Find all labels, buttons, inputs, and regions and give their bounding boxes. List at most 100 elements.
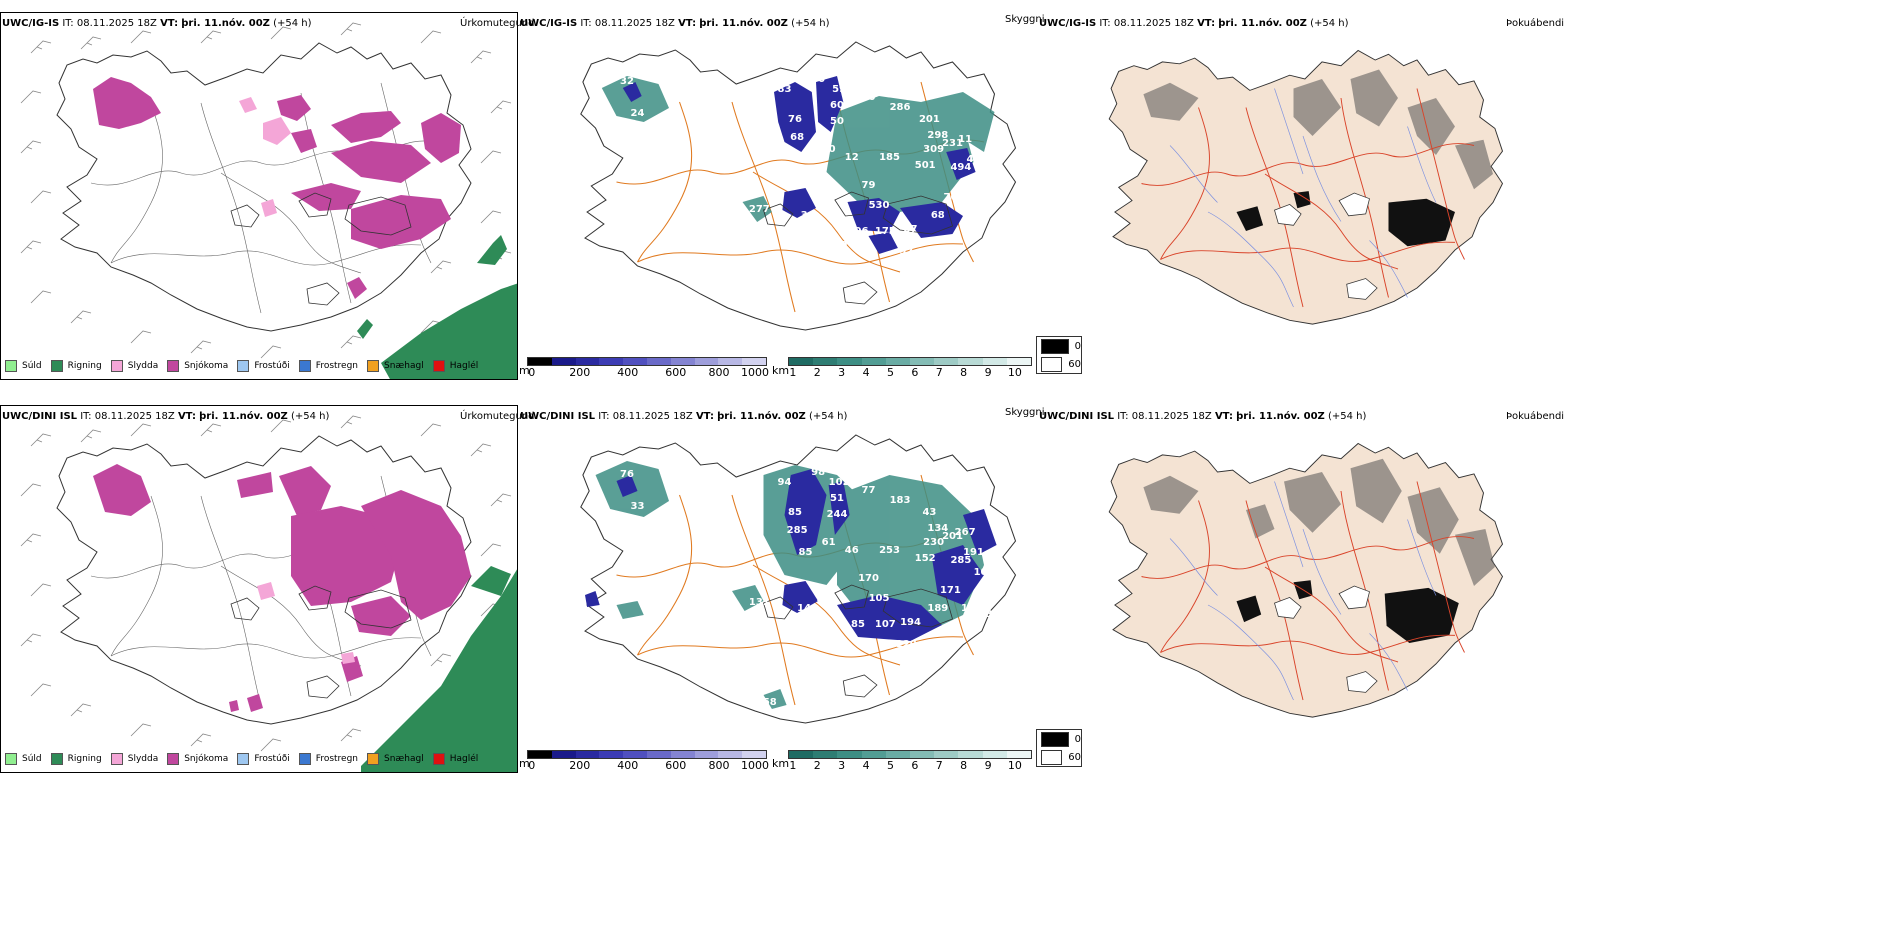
panel-header: UWC/IG-IS IT: 08.11.2025 18Z VT: þri. 11… xyxy=(520,18,830,29)
tick-label: 1000 xyxy=(741,366,769,379)
snow-height-label: 87 xyxy=(904,224,918,235)
fog-value: 60 xyxy=(1068,751,1081,763)
snow-height-label: 11 xyxy=(958,134,972,145)
it-label: IT: xyxy=(62,18,74,29)
fog-legend-row: 0 xyxy=(1037,730,1081,748)
tick-label: 1 xyxy=(789,366,797,379)
fog-areas xyxy=(1143,458,1495,586)
fog-map xyxy=(1108,443,1503,718)
snow-height-label: 111 xyxy=(974,174,995,185)
snow-height-label: 43 xyxy=(922,507,936,518)
fog-swatch xyxy=(1041,731,1069,747)
snow-height-label: 79 xyxy=(862,180,876,191)
legend-label: Frostúði xyxy=(254,754,290,764)
legend-label: Frostregn xyxy=(315,361,359,371)
panel-header: UWC/DINI ISL IT: 08.11.2025 18Z VT: þri.… xyxy=(520,411,847,422)
snow-height-label: 59 xyxy=(832,84,846,95)
legend-swatch xyxy=(5,753,17,765)
visibility-colorbar: 1 2 3 4 5 6 7 8 9 10 xyxy=(788,750,1032,772)
snow-height-label: 103 xyxy=(974,567,995,578)
tick-label: 10 xyxy=(1007,366,1022,379)
legend-label: Frostúði xyxy=(254,361,290,371)
fog-legend-row: 60 xyxy=(1037,355,1081,373)
snow-height-label: 76 xyxy=(943,192,957,203)
snow-height-label: 58 xyxy=(763,697,777,708)
legend-label: Rigning xyxy=(67,754,102,764)
precip-type-map xyxy=(20,415,517,772)
it-label: IT: xyxy=(580,18,592,29)
model-name: UWC/IG-IS xyxy=(1039,18,1097,29)
snow-height-label: 309 xyxy=(923,144,944,155)
model-name: UWC/IG-IS xyxy=(2,18,60,29)
snow-height-label: 68 xyxy=(931,210,945,221)
legend-item: Súld xyxy=(5,360,42,372)
colorbar-ticks: 0 200 400 600 800 1000 xyxy=(527,759,769,772)
panel-title: Skyggni xyxy=(1005,14,1045,25)
snow-height-label: 152 xyxy=(915,553,936,564)
model-name: UWC/IG-IS xyxy=(520,18,578,29)
snow-height-label: 105 xyxy=(869,593,890,604)
dense-fog-areas xyxy=(1236,191,1455,247)
snow-height-label: 169 xyxy=(961,603,982,614)
tick-label: 600 xyxy=(665,759,687,772)
it-value: 08.11.2025 18Z xyxy=(1131,411,1212,422)
panel-header: UWC/DINI ISL IT: 08.11.2025 18Z VT: þri.… xyxy=(2,411,329,422)
vt-label: VT: xyxy=(1197,18,1216,29)
legend-swatch xyxy=(50,753,63,765)
legend-label: Rigning xyxy=(67,361,102,371)
tick-label: 400 xyxy=(617,366,639,379)
snow-height-label: 191 xyxy=(963,547,984,558)
legend-swatch xyxy=(298,753,311,765)
lead-time: (+54 h) xyxy=(290,411,330,422)
visibility-unit: km xyxy=(772,364,790,377)
legend-label: Frostregn xyxy=(315,754,359,764)
visibility-colorbar: 1 2 3 4 5 6 7 8 9 10 xyxy=(788,357,1032,379)
it-value: 08.11.2025 18Z xyxy=(594,18,675,29)
precip-type-panel-row1: Súld Rigning Slydda Snjókoma Frostúði Fr… xyxy=(0,12,518,380)
legend-item: Snjókoma xyxy=(167,360,228,372)
vt-value: þri. 11.nóv. 00Z xyxy=(1218,18,1307,29)
colorbar-cells xyxy=(527,357,767,366)
value-labels: 76 85 33 94 285 98 102 51 244 77 85 61 46 43 134 183 230… xyxy=(620,467,999,708)
snow-height-label: 285 xyxy=(787,525,808,536)
panel-title: Þokuábendi xyxy=(1506,411,1565,422)
fog-legend: 0 60 xyxy=(1036,729,1082,767)
legend-item: Frostregn xyxy=(298,360,359,372)
panel-title: Skyggni xyxy=(1005,407,1045,418)
snow-height-label: 119 xyxy=(816,593,837,604)
tick-label: 3 xyxy=(838,366,846,379)
snow-height-label: 134 xyxy=(927,523,948,534)
panel-header: UWC/IG-IS IT: 08.11.2025 18Z VT: þri. 11… xyxy=(1039,18,1349,29)
fog-value: 0 xyxy=(1074,340,1081,352)
colorbar-cells xyxy=(788,357,1032,366)
lead-time: (+54 h) xyxy=(1310,18,1349,29)
tick-label: 600 xyxy=(665,366,687,379)
snow-height-label: 85 xyxy=(788,507,802,518)
visibility-unit: km xyxy=(772,757,790,770)
legend-label: Slydda xyxy=(127,754,159,764)
snow-height-label: 501 xyxy=(915,160,936,171)
vt-value: þri. 11.nóv. 00Z xyxy=(1236,411,1325,422)
snow-height-label: 298 xyxy=(927,130,948,141)
vt-value: þri. 11.nóv. 00Z xyxy=(181,18,270,29)
visibility-panel-row1: 32 76 24 83 68 40 59 60 50 70 54 80 12 201 298 286 309 23… xyxy=(518,12,1038,380)
tick-label: 0 xyxy=(528,759,536,772)
snow-height-label: 98 xyxy=(811,467,825,478)
tick-label: 8 xyxy=(960,759,968,772)
fog-swatch xyxy=(1041,749,1063,765)
snow-height-label: 171 xyxy=(940,585,961,596)
snow-height-label: 189 xyxy=(927,603,948,614)
tick-label: 400 xyxy=(617,759,639,772)
tick-label: 8 xyxy=(960,366,968,379)
model-name: UWC/DINI ISL xyxy=(1039,411,1115,422)
legend-swatch xyxy=(432,360,445,372)
sleet-areas xyxy=(239,97,291,217)
snow-height-label: 201 xyxy=(942,531,963,542)
snow-height-label: 494 xyxy=(950,162,971,173)
tick-label: 7 xyxy=(935,759,943,772)
legend-swatch xyxy=(432,753,445,765)
snow-height-label: 70 xyxy=(862,92,876,103)
legend-item: Rigning xyxy=(50,753,102,765)
snow-height-label: 83 xyxy=(778,84,792,95)
lead-time: (+54 h) xyxy=(791,18,830,29)
